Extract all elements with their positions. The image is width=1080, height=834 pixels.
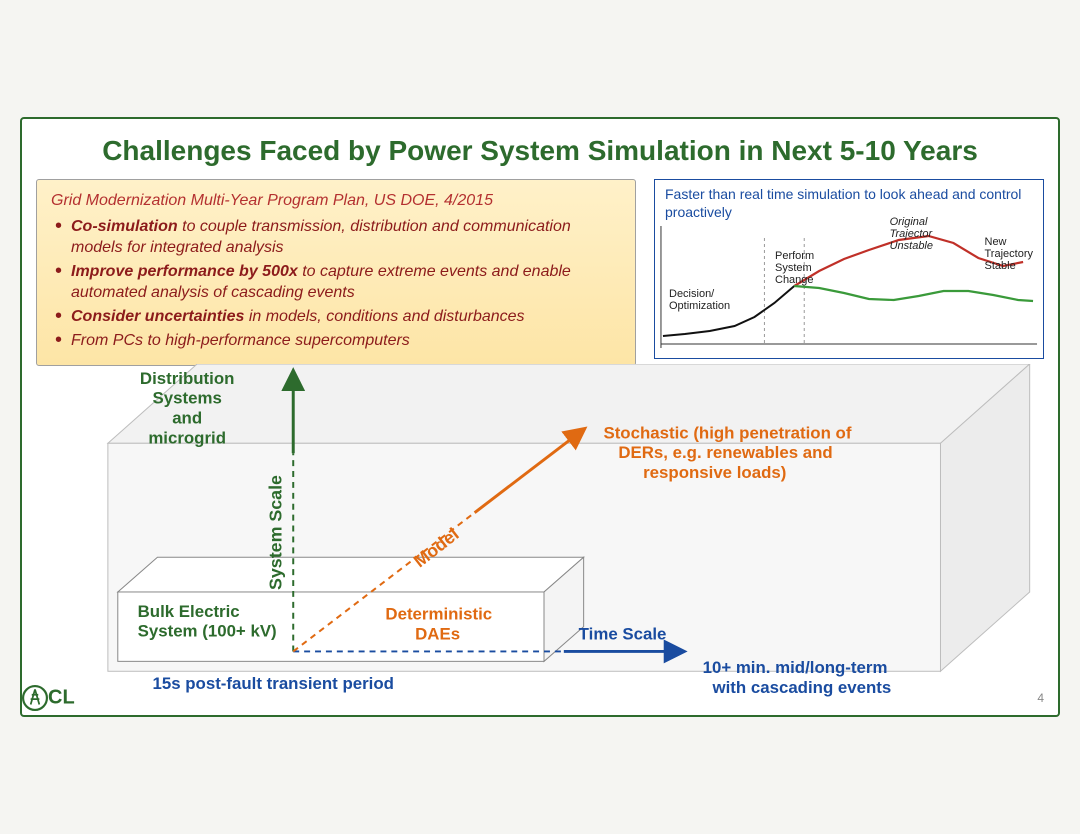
info-bullet-1: Co-simulation to couple transmission, di…: [53, 216, 621, 259]
x-axis-label: Time Scale: [579, 625, 667, 644]
x-far: 10+ min. mid/long-termwith cascading eve…: [703, 658, 892, 697]
cube-svg: System Scale DistributionSystemsandmicro…: [44, 364, 1044, 701]
page-number: 4: [1037, 691, 1044, 705]
mini-lbl-perf: PerformSystemChange: [775, 250, 814, 286]
info-bullet-2: Improve performance by 500x to capture e…: [53, 261, 621, 304]
mini-chart: Faster than real time simulation to look…: [654, 179, 1044, 359]
cube-diagram: System Scale DistributionSystemsandmicro…: [44, 364, 1044, 701]
info-source: Grid Modernization Multi-Year Program Pl…: [51, 190, 621, 212]
mini-lbl-new: NewTrajectoryStable: [985, 236, 1034, 272]
info-bullet-4: From PCs to high-performance supercomput…: [53, 330, 621, 352]
mini-lbl-dec: Decision/Optimization: [669, 288, 730, 312]
info-bullet-3: Consider uncertainties in models, condit…: [53, 306, 621, 328]
info-box: Grid Modernization Multi-Year Program Pl…: [36, 179, 636, 366]
y-axis-label: System Scale: [265, 475, 285, 590]
mini-lbl-orig: OriginalTrajectorUnstable: [890, 216, 933, 252]
x-near: 15s post-fault transient period: [152, 674, 393, 693]
slide: Challenges Faced by Power System Simulat…: [20, 117, 1060, 717]
logo: CL: [22, 685, 75, 711]
mini-caption: Faster than real time simulation to look…: [665, 186, 1033, 221]
slide-title: Challenges Faced by Power System Simulat…: [22, 135, 1058, 167]
